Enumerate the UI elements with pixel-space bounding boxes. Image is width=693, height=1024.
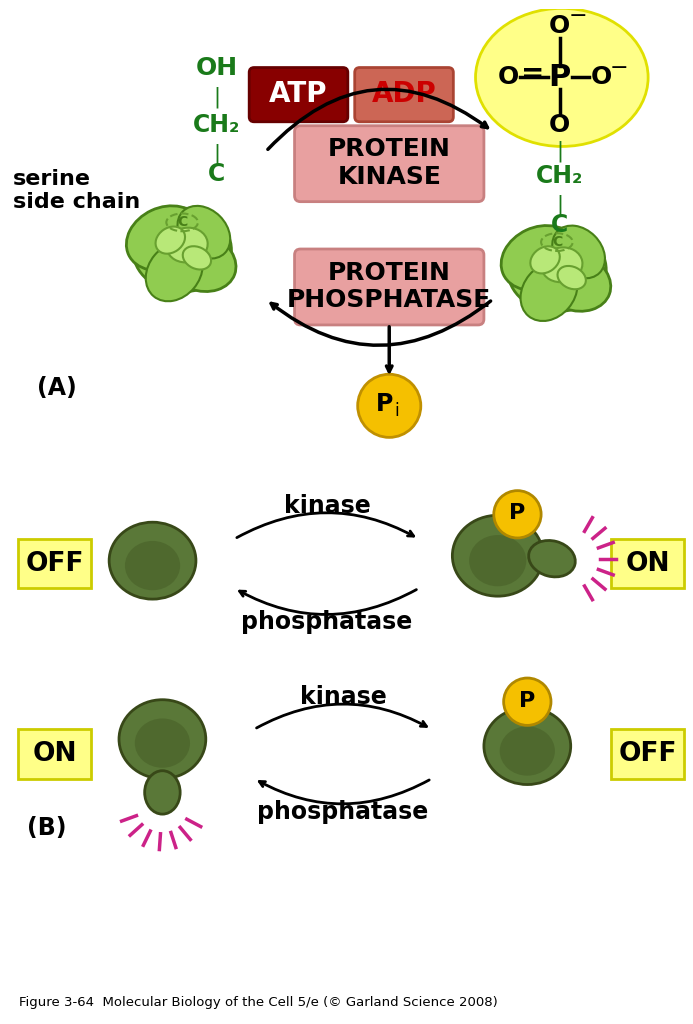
Ellipse shape (145, 771, 180, 814)
Ellipse shape (453, 515, 543, 596)
Ellipse shape (133, 208, 231, 292)
Ellipse shape (529, 541, 575, 577)
FancyBboxPatch shape (19, 539, 91, 588)
FancyBboxPatch shape (295, 126, 484, 202)
Ellipse shape (501, 225, 577, 290)
Ellipse shape (507, 227, 606, 311)
Ellipse shape (484, 708, 571, 784)
Text: kinase: kinase (299, 685, 386, 709)
Text: OFF: OFF (618, 741, 677, 767)
Text: O: O (498, 66, 519, 89)
Text: −: − (568, 6, 587, 27)
Ellipse shape (541, 248, 582, 283)
Text: C: C (552, 236, 562, 249)
Ellipse shape (538, 252, 611, 311)
Ellipse shape (155, 226, 185, 254)
Text: |: | (213, 86, 220, 108)
Ellipse shape (109, 522, 196, 599)
Text: −: − (610, 57, 629, 78)
Text: P: P (509, 504, 525, 523)
Text: serine
side chain: serine side chain (13, 169, 140, 212)
Ellipse shape (146, 242, 202, 301)
Ellipse shape (119, 699, 206, 778)
Ellipse shape (177, 206, 230, 259)
Text: ON: ON (625, 551, 670, 577)
Ellipse shape (125, 541, 180, 590)
Text: C: C (551, 213, 568, 238)
Ellipse shape (552, 225, 605, 279)
Ellipse shape (520, 262, 577, 321)
Ellipse shape (164, 232, 236, 292)
FancyBboxPatch shape (611, 539, 684, 588)
Text: PROTEIN
KINASE: PROTEIN KINASE (328, 137, 450, 189)
FancyBboxPatch shape (355, 68, 453, 122)
Ellipse shape (500, 726, 555, 775)
Text: |: | (556, 195, 563, 216)
Text: Figure 3-64  Molecular Biology of the Cell 5/e (© Garland Science 2008): Figure 3-64 Molecular Biology of the Cel… (19, 996, 498, 1010)
Ellipse shape (530, 247, 560, 273)
Text: phosphatase: phosphatase (241, 610, 413, 634)
Text: |: | (213, 143, 220, 165)
Text: ATP: ATP (270, 80, 328, 109)
Ellipse shape (134, 719, 190, 768)
Text: C: C (177, 215, 187, 229)
Ellipse shape (126, 206, 202, 270)
Ellipse shape (166, 227, 208, 262)
Text: O: O (550, 14, 570, 38)
Text: CH₂: CH₂ (193, 113, 240, 137)
Ellipse shape (475, 8, 648, 146)
Text: O: O (590, 66, 612, 89)
Circle shape (494, 490, 541, 538)
FancyBboxPatch shape (19, 729, 91, 778)
Ellipse shape (183, 246, 211, 269)
Ellipse shape (558, 266, 586, 289)
Text: ON: ON (33, 741, 77, 767)
Text: P: P (549, 62, 571, 92)
Circle shape (358, 374, 421, 437)
Text: O: O (550, 113, 570, 137)
Text: phosphatase: phosphatase (257, 800, 428, 824)
Text: (A): (A) (37, 376, 77, 400)
FancyBboxPatch shape (295, 249, 484, 325)
Text: CH₂: CH₂ (536, 164, 584, 188)
Text: |: | (556, 140, 563, 162)
Ellipse shape (469, 535, 526, 587)
FancyBboxPatch shape (249, 68, 348, 122)
Text: P: P (376, 392, 393, 416)
Text: i: i (395, 401, 399, 420)
Text: =: = (520, 60, 544, 88)
Text: P: P (519, 691, 536, 711)
Text: ADP: ADP (371, 80, 437, 109)
FancyBboxPatch shape (611, 729, 684, 778)
Text: OFF: OFF (26, 551, 84, 577)
Circle shape (504, 678, 551, 725)
Text: kinase: kinase (283, 495, 371, 518)
Text: C: C (208, 162, 225, 186)
Text: (B): (B) (27, 816, 67, 840)
Text: PROTEIN
PHOSPHATASE: PROTEIN PHOSPHATASE (287, 260, 491, 312)
Polygon shape (483, 13, 641, 82)
Text: OH: OH (195, 55, 238, 80)
